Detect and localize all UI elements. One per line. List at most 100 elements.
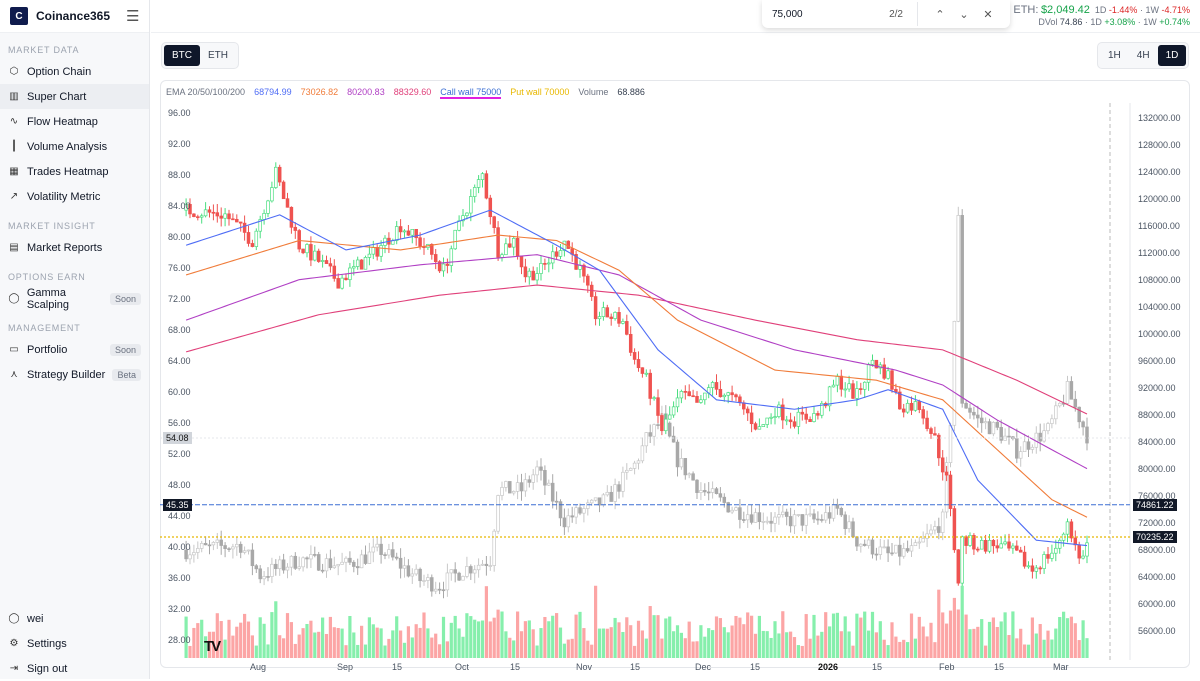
volume-bar <box>1069 616 1073 658</box>
volume-bar <box>258 617 262 658</box>
sidebar-item-strategy-builder[interactable]: ⋏ Strategy Builder Beta <box>0 362 149 387</box>
dvol-candle <box>886 546 890 554</box>
volume-bar <box>387 638 391 658</box>
tab-eth[interactable]: ETH <box>208 50 228 61</box>
volume-bar <box>566 639 570 658</box>
chevron-up-icon[interactable]: ⌃ <box>935 8 945 21</box>
close-icon[interactable]: ✕ <box>983 8 993 21</box>
volume-bar <box>917 616 921 658</box>
btc-candle <box>593 296 598 320</box>
volume-bar <box>590 644 594 658</box>
volume-bar <box>1065 618 1070 658</box>
tab-4h[interactable]: 4H <box>1136 50 1150 61</box>
volume-bar <box>235 626 239 658</box>
volume-bar <box>960 585 964 658</box>
btc-candle <box>901 408 906 413</box>
y-left-tick-label: 44.00 <box>168 511 191 521</box>
btc-candle <box>1054 547 1058 554</box>
dvol-candle <box>940 511 945 533</box>
sidebar-item-flow-heatmap[interactable]: ∿ Flow Heatmap <box>0 109 149 134</box>
sidebar-item-volume-analysis[interactable]: ┃ Volume Analysis <box>0 134 149 159</box>
ema200-value: 88329.60 <box>393 87 432 97</box>
tab-btc[interactable]: BTC <box>164 45 200 66</box>
dvol-value: 74.86 <box>1059 17 1083 27</box>
sidebar-item-trades-heatmap[interactable]: ▦ Trades Heatmap <box>0 159 149 184</box>
trend-icon: ↗ <box>9 191 19 202</box>
dvol-candle <box>944 462 949 513</box>
btc-candle <box>355 259 360 267</box>
volume-bar <box>629 625 633 658</box>
btc-candle <box>925 417 929 429</box>
section-title: MANAGEMENT <box>8 323 81 333</box>
ema-label: EMA 20/50/100/200 <box>166 87 246 97</box>
volume-bar <box>1011 611 1015 658</box>
volume-bar <box>1073 623 1077 658</box>
sidebar-item-market-reports[interactable]: ▤ Market Reports <box>0 235 149 260</box>
y-right-tick-label: 92000.00 <box>1138 383 1176 393</box>
volume-bar <box>648 606 652 658</box>
volume-bar <box>687 621 691 658</box>
x-tick-label: 15 <box>510 662 521 672</box>
sidebar-item-portfolio[interactable]: ▭ Portfolio Soon <box>0 337 149 362</box>
btc-candle <box>531 270 535 281</box>
dvol-candle <box>964 402 968 409</box>
volume-bar <box>309 620 313 658</box>
volume-bar <box>800 645 804 658</box>
btc-candle <box>710 382 715 388</box>
btc-candle <box>1015 545 1019 551</box>
call-wall-legend[interactable]: Call wall 75000 <box>440 87 502 99</box>
tab-1h[interactable]: 1H <box>1108 50 1121 61</box>
sidebar: C Coinance365 ☰ MARKET DATA ⬡ Option Chain… <box>0 0 150 679</box>
volume-bar <box>250 635 254 658</box>
btc-candle <box>301 248 305 254</box>
btc-candle <box>262 213 266 220</box>
volume-bar <box>601 628 605 658</box>
dvol-candle <box>199 543 204 549</box>
gear-icon: ⚙ <box>9 638 19 649</box>
volume-bar <box>523 621 527 658</box>
sidebar-item-option-chain[interactable]: ⬡ Option Chain <box>0 59 149 84</box>
chevron-down-icon[interactable]: ⌄ <box>959 8 969 21</box>
volume-bar <box>383 645 387 658</box>
btc-candle <box>550 251 555 264</box>
pulse-icon: ∿ <box>9 116 19 127</box>
dvol-candle <box>948 424 953 463</box>
dvol-candle <box>511 491 516 494</box>
hamburger-menu-icon[interactable]: ☰ <box>126 8 140 25</box>
sidebar-item-volatility-metric[interactable]: ↗ Volatility Metric <box>0 184 149 209</box>
volume-bar <box>512 640 516 658</box>
volume-bar <box>984 645 988 658</box>
volume-bar <box>1081 620 1085 658</box>
dvol-candle <box>465 566 469 577</box>
sidebar-item-super-chart[interactable]: ▥ Super Chart <box>0 84 149 109</box>
sidebar-item-gamma-scalping[interactable]: ◯ Gamma Scalping Soon <box>0 286 149 311</box>
btc-candle <box>905 402 910 413</box>
dvol-candle <box>905 548 910 552</box>
volume-bar <box>488 621 492 658</box>
btc-candle <box>519 255 524 268</box>
btc-candle <box>664 418 668 432</box>
dvol-candle <box>652 424 656 437</box>
dvol-candle <box>656 424 660 426</box>
logout-icon: ⇥ <box>9 663 19 674</box>
tab-1d[interactable]: 1D <box>1157 45 1187 66</box>
btc-candle <box>695 396 699 403</box>
dvol-candle <box>578 507 582 514</box>
find-input[interactable]: 75,000 <box>772 8 803 20</box>
dvol-candle <box>437 588 442 591</box>
footer-sign-out[interactable]: ⇥ Sign out <box>0 656 150 681</box>
btc-candle <box>749 412 754 425</box>
put-wall-legend[interactable]: Put wall 70000 <box>510 87 570 97</box>
dvol-candle <box>816 518 820 521</box>
footer-settings[interactable]: ⚙ Settings <box>0 631 150 656</box>
brand[interactable]: C Coinance365 ☰ <box>0 0 149 33</box>
volume-bar <box>941 612 945 658</box>
dvol-candle <box>270 563 274 577</box>
dvol-candle <box>738 507 742 520</box>
dvol-candle <box>328 558 333 569</box>
volume-bar <box>816 635 820 658</box>
footer-wei[interactable]: ◯ wei <box>0 606 150 631</box>
volume-bar <box>851 645 855 658</box>
volume-bar <box>313 632 317 658</box>
